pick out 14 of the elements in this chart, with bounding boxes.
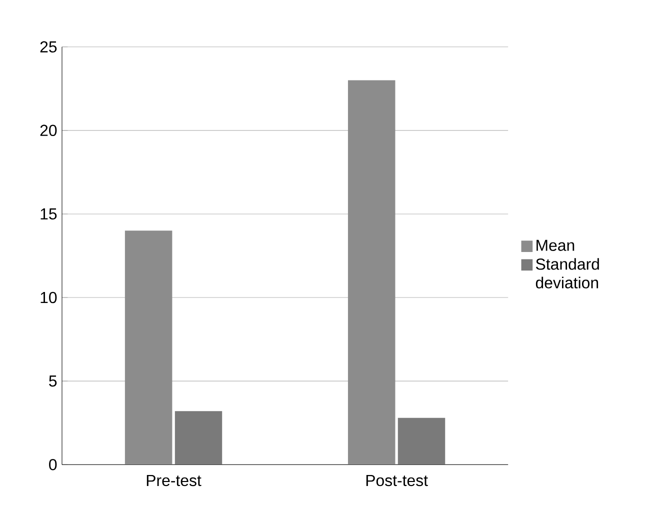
y-tick-label: 10: [40, 292, 57, 304]
y-tick-label: 20: [40, 124, 57, 136]
y-tick-label: 5: [49, 376, 57, 387]
bar: [348, 80, 396, 465]
bar: [124, 230, 172, 465]
bar: [174, 411, 222, 465]
y-tick-label: 0: [49, 458, 57, 470]
y-tick-label: 25: [40, 41, 57, 53]
bar: [398, 418, 446, 465]
x-tick-label: Post-test: [366, 475, 428, 486]
x-tick-label: Pre-test: [146, 475, 202, 486]
y-tick-label: 15: [40, 208, 57, 220]
legend-label: Mean: [536, 240, 574, 251]
legend-label: Standard deviation: [536, 258, 599, 288]
